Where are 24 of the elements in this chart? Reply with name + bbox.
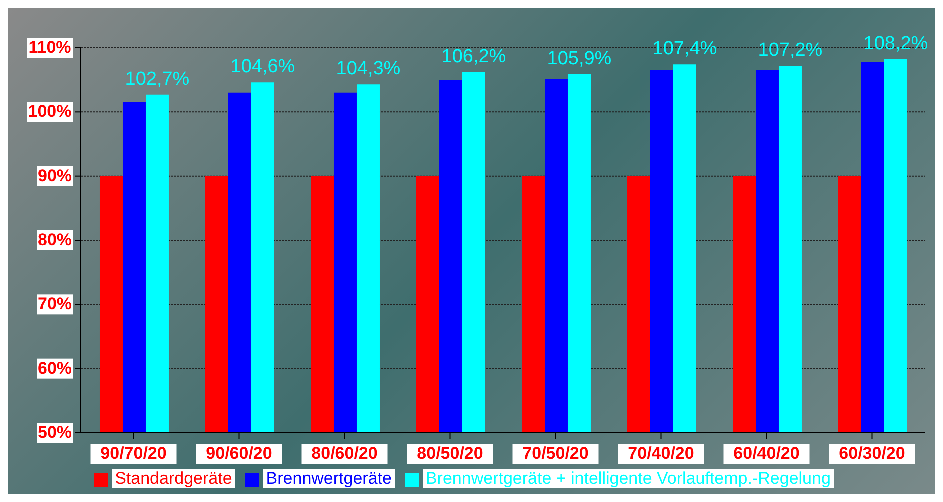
x-tick-label: 60/40/20 xyxy=(734,444,800,463)
data-label: 102,7% xyxy=(125,68,190,90)
legend-label: Standardgeräte xyxy=(112,469,236,488)
data-label: 107,4% xyxy=(652,38,718,60)
data-label: 105,9% xyxy=(547,48,612,70)
y-tick-label: 60% xyxy=(38,358,72,378)
x-tick-label: 80/50/20 xyxy=(417,444,484,463)
x-tick-label: 80/60/20 xyxy=(312,444,378,463)
x-tick-label: 70/40/20 xyxy=(628,444,694,463)
legend-label: Brennwertgeräte + intelligente Vorlauftemp.-Regelung xyxy=(422,469,834,488)
legend-label: Brennwertgeräte xyxy=(263,469,395,488)
y-tick-label: 110% xyxy=(28,38,72,57)
y-tick-label: 50% xyxy=(38,423,72,442)
data-label: 104,6% xyxy=(230,56,296,78)
x-tick-label: 70/50/20 xyxy=(522,444,589,463)
y-tick-label: 80% xyxy=(38,230,72,250)
x-tick-label: 60/30/20 xyxy=(839,444,906,463)
x-tick-label: 90/60/20 xyxy=(206,444,272,463)
data-label: 104,3% xyxy=(336,58,401,80)
x-tick-label: 90/70/20 xyxy=(100,444,167,463)
y-tick-label: 90% xyxy=(38,166,72,186)
y-tick-label: 70% xyxy=(38,294,72,314)
data-label: 106,2% xyxy=(442,46,506,68)
y-tick-label: 100% xyxy=(28,102,72,122)
